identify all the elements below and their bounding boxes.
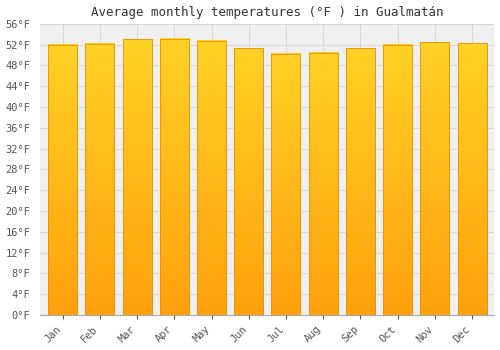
Bar <box>160 39 189 315</box>
Bar <box>272 54 300 315</box>
Bar <box>346 48 375 315</box>
Bar <box>197 41 226 315</box>
Bar <box>420 42 450 315</box>
Title: Average monthly temperatures (°F ) in Gualmatán: Average monthly temperatures (°F ) in Gu… <box>91 6 444 19</box>
Bar <box>458 43 486 315</box>
Bar <box>234 48 264 315</box>
Bar <box>48 45 77 315</box>
Bar <box>122 40 152 315</box>
Bar <box>383 45 412 315</box>
Bar <box>308 53 338 315</box>
Bar <box>86 44 114 315</box>
